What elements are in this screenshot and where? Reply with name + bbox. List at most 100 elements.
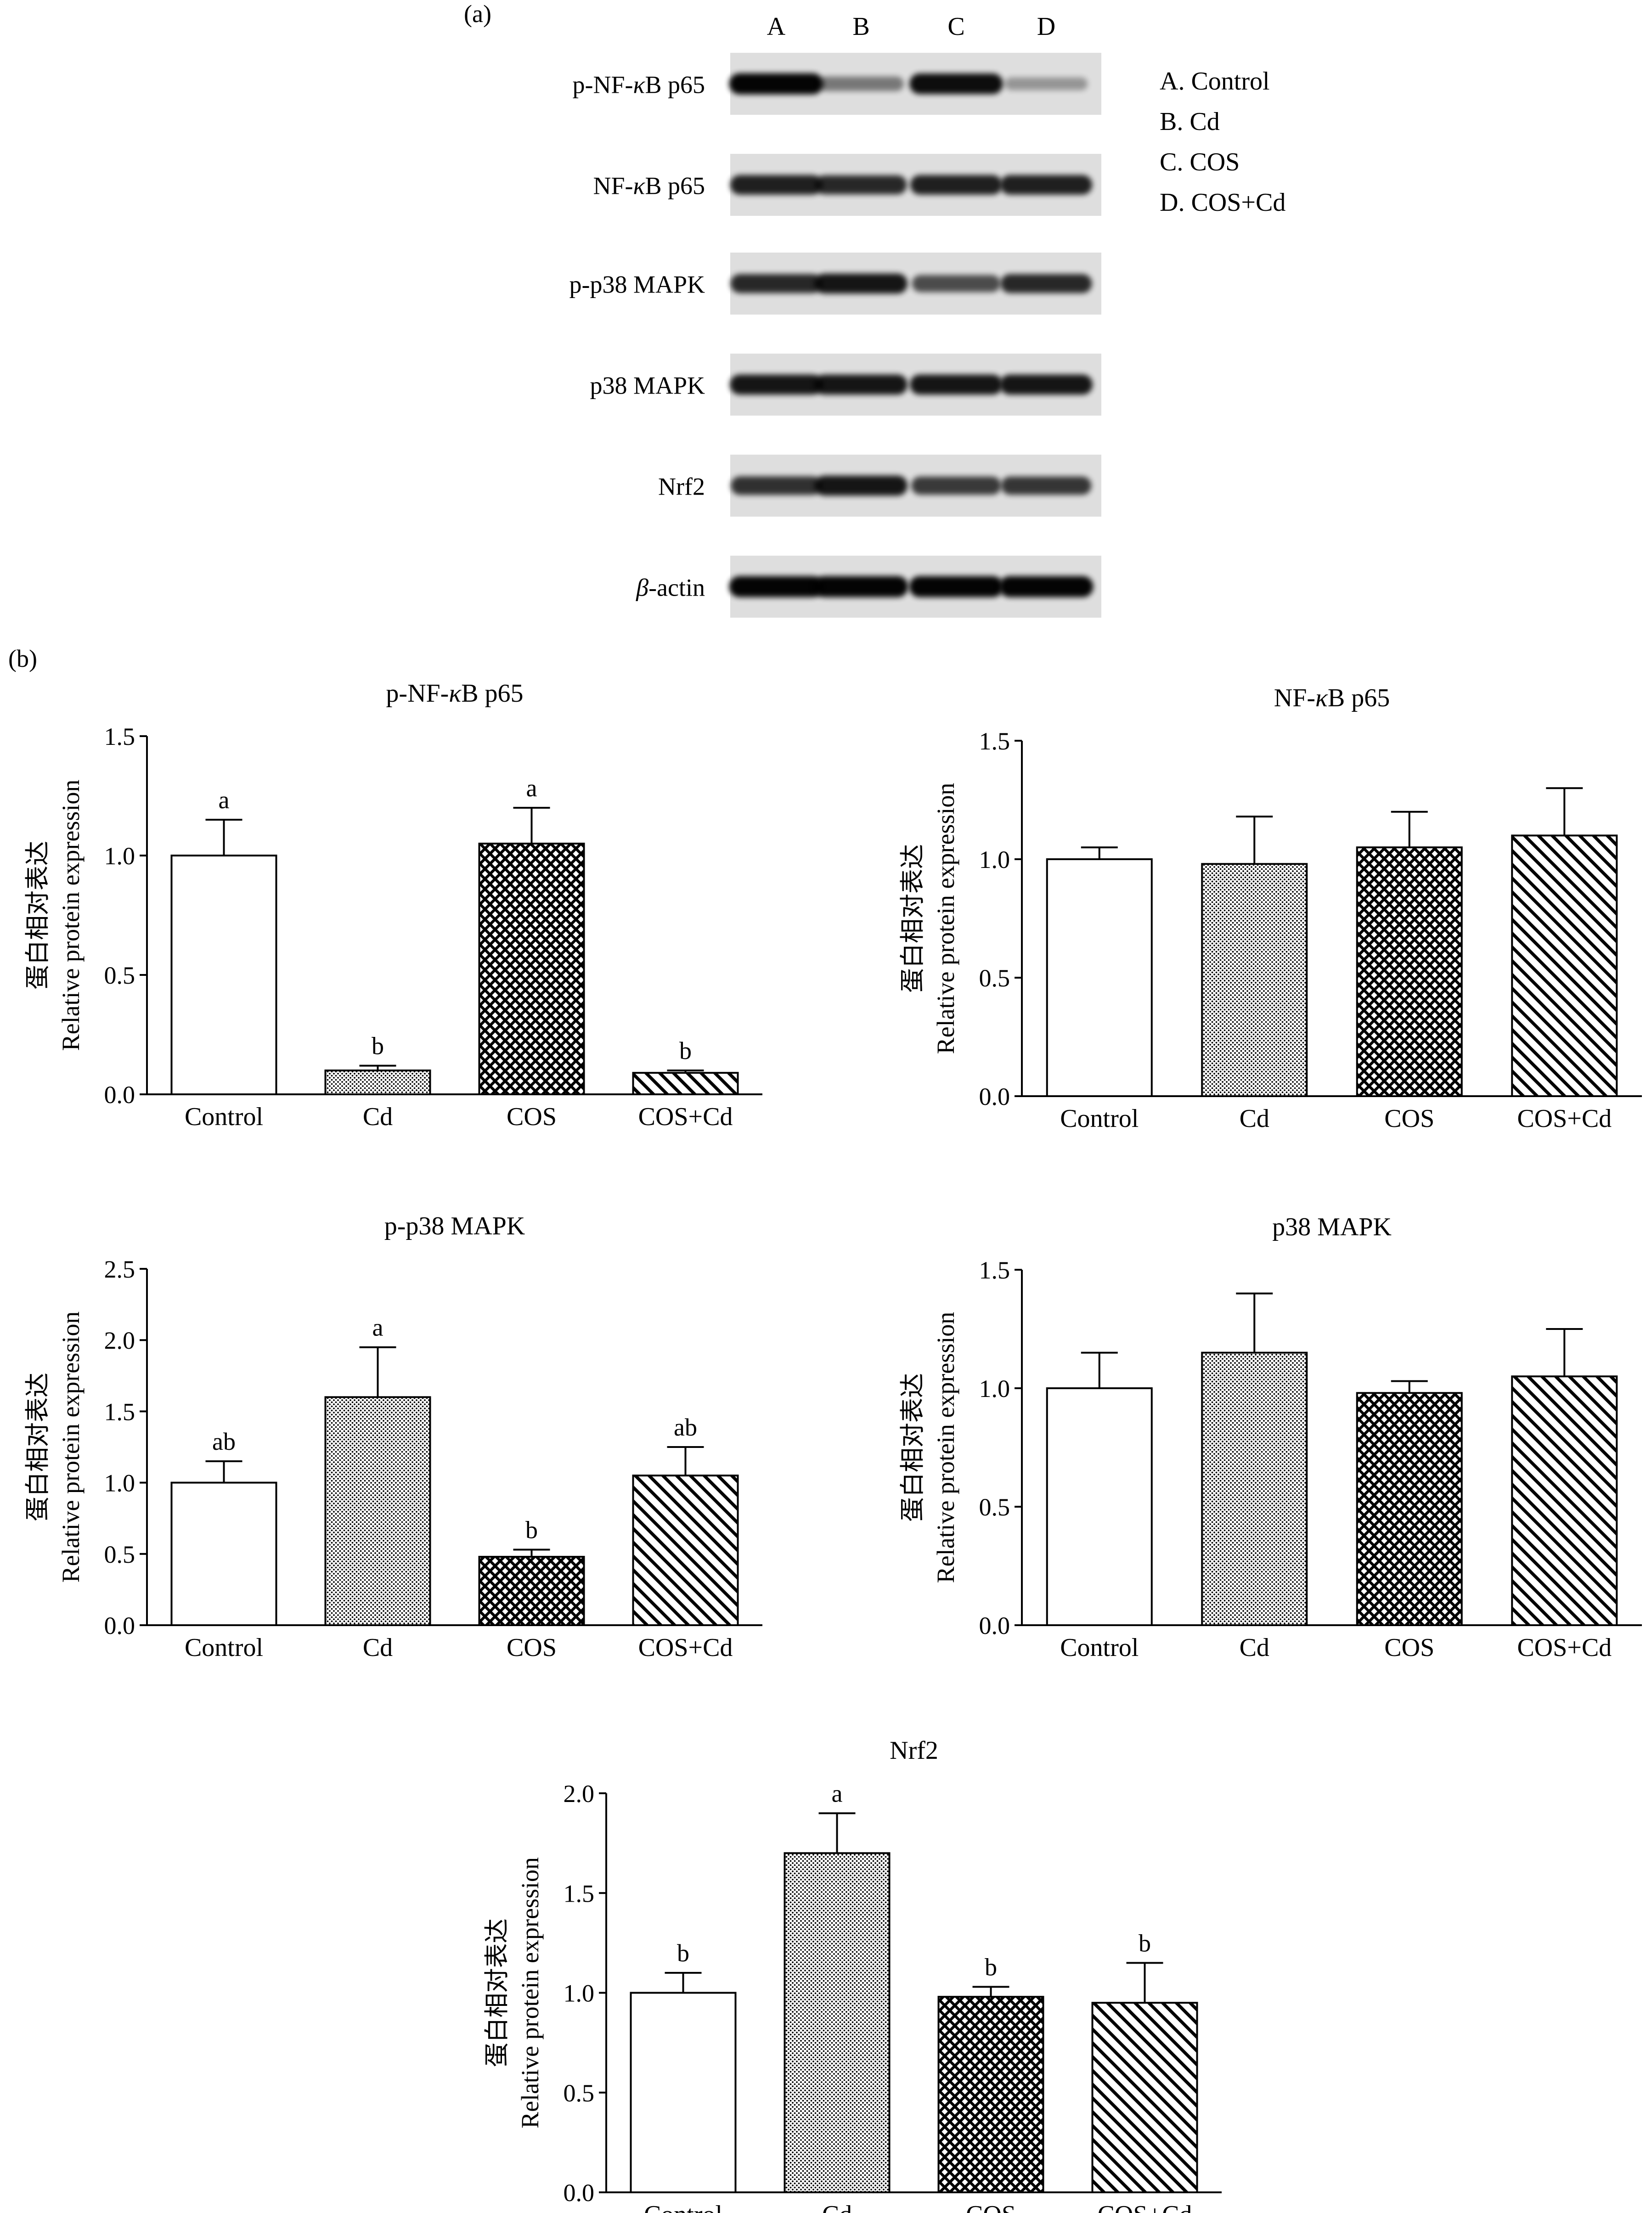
legend-entry: B. Cd (1160, 107, 1220, 136)
label-part: p38 MAPK (1272, 1213, 1392, 1241)
y-axis-label-cn: 蛋白相对表达 (23, 841, 52, 990)
y-tick-label: 2.5 (104, 1256, 135, 1283)
x-tick-label: Control (1060, 1104, 1139, 1133)
blot-label: p38 MAPK (590, 372, 705, 400)
significance-label: b (679, 1037, 692, 1064)
blot-band (815, 475, 908, 496)
blot-band (1000, 374, 1093, 395)
x-tick-label: COS (1384, 1104, 1434, 1133)
x-tick-label: COS+Cd (638, 1633, 733, 1662)
x-tick-label: COS (507, 1103, 557, 1131)
x-tick-label: COS (1384, 1633, 1434, 1662)
blot-band (815, 175, 907, 195)
blot-band (815, 374, 908, 395)
blot-label: Nrf2 (658, 473, 705, 501)
bar-cos (478, 1556, 585, 1627)
y-tick-label: 1.5 (564, 1880, 595, 1907)
bar-control (1046, 1387, 1153, 1626)
bar-chart: p-p38 MAPK 0.0 0.5 1.0 1.5 2.0 2.5 蛋白相对表达 Relati… (23, 1212, 762, 1662)
bar-chart: p-NF-κB p65 0.0 0.5 1.0 1.5 蛋白相对表达 Relative pr… (23, 679, 762, 1131)
x-tick-label: Cd (822, 2201, 852, 2213)
lane-label-A: A (767, 12, 786, 41)
label-greek: κ (449, 679, 462, 708)
bar-cos (1356, 846, 1463, 1097)
chart-title: p-NF-κB p65 (386, 679, 523, 708)
blot-label: p-p38 MAPK (569, 271, 705, 298)
blot-band (815, 273, 908, 294)
blot-row: p38 MAPK (590, 354, 1101, 416)
significance-label: ab (674, 1413, 697, 1441)
y-tick-label: 2.0 (104, 1327, 135, 1354)
panel-b-label: (b) (8, 645, 37, 672)
y-tick-label: 1.0 (979, 1375, 1010, 1402)
label-part: p38 MAPK (590, 372, 705, 400)
blot-band (1000, 274, 1092, 293)
label-part: B p65 (461, 679, 523, 708)
label-part: p-p38 MAPK (384, 1212, 525, 1240)
significance-label: a (219, 786, 230, 814)
bar-control (170, 1481, 277, 1627)
y-axis-label-cn: 蛋白相对表达 (482, 1919, 511, 2067)
blot-band (1004, 77, 1088, 90)
blot-row: p-NF-κB p65 (573, 53, 1101, 115)
bar-chart: Nrf2 0.0 0.5 1.0 1.5 2.0 蛋白相对表达 Relative protei… (482, 1736, 1222, 2213)
significance-label: b (677, 1939, 689, 1967)
y-tick-label: 0.5 (104, 1541, 135, 1568)
y-axis-label: Relative protein expression (57, 780, 85, 1051)
significance-label: b (985, 1953, 997, 1981)
chart-title: p38 MAPK (1272, 1213, 1392, 1241)
blot-row: β-actin (636, 556, 1101, 618)
bar-cd (1201, 1351, 1308, 1627)
y-tick-label: 1.5 (104, 1398, 135, 1425)
bar-cos-cd (1511, 834, 1618, 1097)
bar-control (170, 855, 277, 1095)
bar-cd (324, 1070, 431, 1095)
label-greek: κ (633, 172, 646, 200)
y-axis-label: Relative protein expression (932, 783, 959, 1054)
x-tick-label: Control (185, 1633, 263, 1662)
blot-band (729, 576, 823, 597)
significance-label: ab (212, 1428, 236, 1455)
chart-title: p-p38 MAPK (384, 1212, 525, 1240)
y-tick-label: 1.5 (104, 723, 135, 750)
bar-control (630, 1992, 737, 2193)
bar-chart: NF-κB p65 0.0 0.5 1.0 1.5 蛋白相对表达 Relative prot… (898, 684, 1642, 1133)
y-tick-label: 0.5 (564, 2079, 595, 2107)
chart-title: NF-κB p65 (1274, 684, 1390, 712)
y-axis-label: Relative protein expression (932, 1312, 959, 1583)
blot-band (730, 175, 823, 195)
label-part: -actin (648, 574, 705, 602)
legend-entry: D. COS+Cd (1160, 188, 1286, 217)
y-axis-label-cn: 蛋白相对表达 (898, 844, 927, 993)
label-greek: β (636, 574, 648, 602)
y-tick-label: 0.5 (104, 962, 135, 989)
y-tick-label: 1.0 (979, 846, 1010, 873)
blot-band (731, 476, 822, 495)
y-axis-label: Relative protein expression (57, 1312, 85, 1583)
x-tick-label: COS (507, 1633, 557, 1662)
y-tick-label: 1.5 (979, 1256, 1010, 1284)
blot-label: β-actin (636, 574, 705, 602)
lane-label-C: C (947, 12, 964, 41)
bar-cos-cd (1511, 1375, 1618, 1626)
bar-cd (1201, 863, 1308, 1097)
y-tick-label: 0.5 (979, 1493, 1010, 1521)
blot-band (912, 275, 1001, 293)
blot-band (1000, 175, 1093, 195)
bar-chart: p38 MAPK 0.0 0.5 1.0 1.5 蛋白相对表达 Relative prote… (898, 1213, 1642, 1662)
y-tick-label: 0.0 (104, 1612, 135, 1639)
lane-label-B: B (852, 12, 869, 41)
bar-cos (937, 1996, 1044, 2193)
blot-row: p-p38 MAPK (569, 253, 1101, 315)
label-part: p-NF- (573, 71, 633, 99)
bar-control (1046, 858, 1153, 1097)
y-axis-label: Relative protein expression (516, 1857, 544, 2129)
blot-band (730, 374, 823, 395)
significance-label: b (1139, 1929, 1151, 1957)
blot-band (910, 175, 1003, 195)
label-part: p-NF- (386, 679, 449, 708)
bar-cd (784, 1852, 891, 2194)
label-part: B p65 (1328, 684, 1390, 712)
x-tick-label: Cd (363, 1103, 393, 1131)
x-tick-label: COS+Cd (1517, 1104, 1612, 1133)
